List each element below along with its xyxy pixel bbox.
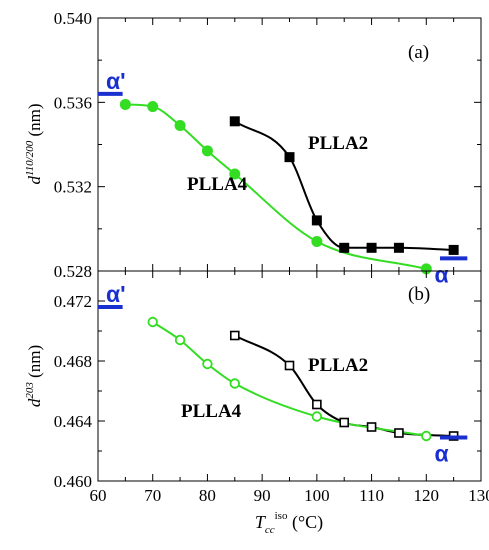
marker-plla2 bbox=[311, 215, 322, 226]
marker-plla4 bbox=[201, 145, 213, 157]
marker-plla4 bbox=[147, 316, 158, 328]
x-tick-label: 100 bbox=[304, 486, 330, 505]
marker-plla4 bbox=[174, 120, 186, 132]
x-tick-label: 110 bbox=[359, 486, 384, 505]
marker-plla2 bbox=[312, 399, 322, 410]
panel-a: 0.528 0.532 0.536 0.540 α' α (a) PLLA2 PLLA4… bbox=[24, 9, 482, 287]
y-ticks-a: 0.528 0.532 0.536 0.540 bbox=[54, 9, 481, 281]
x-tick-label: 130 bbox=[468, 486, 489, 505]
y-tick-label: 0.536 bbox=[54, 93, 92, 112]
marker-plla4 bbox=[119, 98, 131, 110]
y-tick-label: 0.540 bbox=[54, 9, 92, 28]
y-tick-label: 0.472 bbox=[54, 292, 92, 311]
x-ticks-b bbox=[97, 271, 482, 481]
x-tick-labels: 60 70 80 90 100 110 120 130 bbox=[90, 486, 489, 505]
alpha-prime-label: α' bbox=[106, 281, 126, 307]
marker-plla4 bbox=[147, 101, 159, 113]
y-ticks-b: 0.460 0.464 0.468 0.472 bbox=[54, 270, 481, 491]
x-tick-label: 80 bbox=[199, 486, 216, 505]
x-ticks-a bbox=[97, 18, 482, 271]
marker-plla2 bbox=[284, 152, 295, 163]
marker-plla2 bbox=[366, 242, 377, 253]
series-label-plla2-a: PLLA2 bbox=[308, 133, 368, 154]
panel-label-b: (b) bbox=[408, 284, 430, 305]
series-label-plla4-b: PLLA4 bbox=[181, 401, 242, 422]
marker-plla4 bbox=[311, 411, 323, 422]
phase-annotations-b: α' α bbox=[98, 281, 468, 467]
phase-annotations-a: α' α bbox=[98, 68, 468, 287]
x-axis-label: Tcciso (°C) bbox=[255, 510, 323, 536]
marker-plla2 bbox=[448, 244, 459, 255]
panel-b: 0.460 0.464 0.468 0.472 α' α (b) PLLA2 PLLA4… bbox=[24, 270, 482, 491]
marker-plla4 bbox=[174, 334, 186, 346]
y-tick-label: 0.460 bbox=[54, 472, 92, 491]
marker-plla2 bbox=[229, 116, 240, 127]
marker-plla2 bbox=[394, 428, 404, 438]
marker-plla4 bbox=[202, 358, 213, 370]
y-axis-label-a: d110/200 (nm) bbox=[24, 103, 44, 184]
x-tick-label: 60 bbox=[90, 486, 107, 505]
marker-plla2 bbox=[229, 330, 240, 341]
series-label-plla2-b: PLLA2 bbox=[308, 355, 368, 376]
x-tick-label: 90 bbox=[254, 486, 271, 505]
x-tick-label: 70 bbox=[144, 486, 161, 505]
fit-curve-plla4 bbox=[125, 103, 427, 270]
alpha-prime-label: α' bbox=[106, 68, 126, 94]
alpha-label: α bbox=[434, 441, 448, 467]
marker-plla2 bbox=[284, 360, 295, 371]
marker-plla4 bbox=[229, 378, 240, 389]
y-tick-label: 0.468 bbox=[54, 352, 92, 371]
marker-plla4 bbox=[229, 168, 241, 180]
fit-curves-a bbox=[125, 103, 454, 270]
marker-plla4 bbox=[311, 235, 323, 247]
marker-plla2 bbox=[339, 417, 350, 428]
x-tick-label: 120 bbox=[414, 486, 440, 505]
alpha-label: α bbox=[434, 261, 448, 287]
y-tick-label: 0.464 bbox=[54, 412, 93, 431]
marker-plla4 bbox=[421, 430, 432, 442]
panel-label-a: (a) bbox=[408, 42, 429, 63]
y-tick-label: 0.532 bbox=[54, 178, 92, 197]
marker-plla2 bbox=[339, 242, 350, 253]
marker-plla2 bbox=[393, 242, 404, 253]
marker-plla2 bbox=[366, 422, 377, 432]
y-axis-label-b: d203 (nm) bbox=[24, 345, 44, 407]
y-tick-label: 0.528 bbox=[54, 262, 92, 281]
series-label-plla4-a: PLLA4 bbox=[187, 174, 248, 195]
